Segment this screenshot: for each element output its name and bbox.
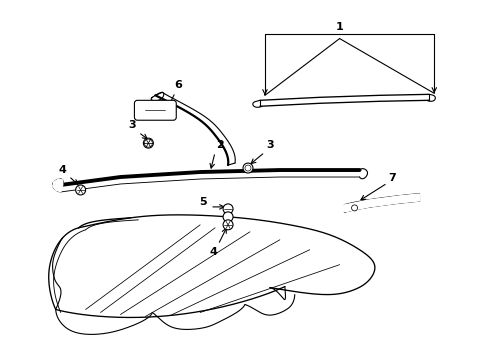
Text: 2: 2 — [216, 140, 224, 150]
Text: 3: 3 — [265, 140, 273, 150]
Circle shape — [243, 163, 252, 173]
Text: 1: 1 — [335, 22, 343, 32]
Circle shape — [223, 212, 233, 222]
Circle shape — [143, 138, 153, 148]
Circle shape — [223, 204, 233, 214]
Text: 6: 6 — [174, 80, 182, 90]
Text: 7: 7 — [388, 173, 395, 183]
Polygon shape — [53, 179, 62, 192]
Text: 3: 3 — [128, 120, 136, 130]
Polygon shape — [344, 194, 419, 212]
Circle shape — [223, 220, 233, 230]
Circle shape — [76, 185, 85, 195]
Text: 4: 4 — [209, 247, 217, 257]
Text: 4: 4 — [59, 165, 66, 175]
Circle shape — [351, 205, 357, 211]
Text: 5: 5 — [199, 197, 206, 207]
FancyBboxPatch shape — [134, 100, 176, 120]
